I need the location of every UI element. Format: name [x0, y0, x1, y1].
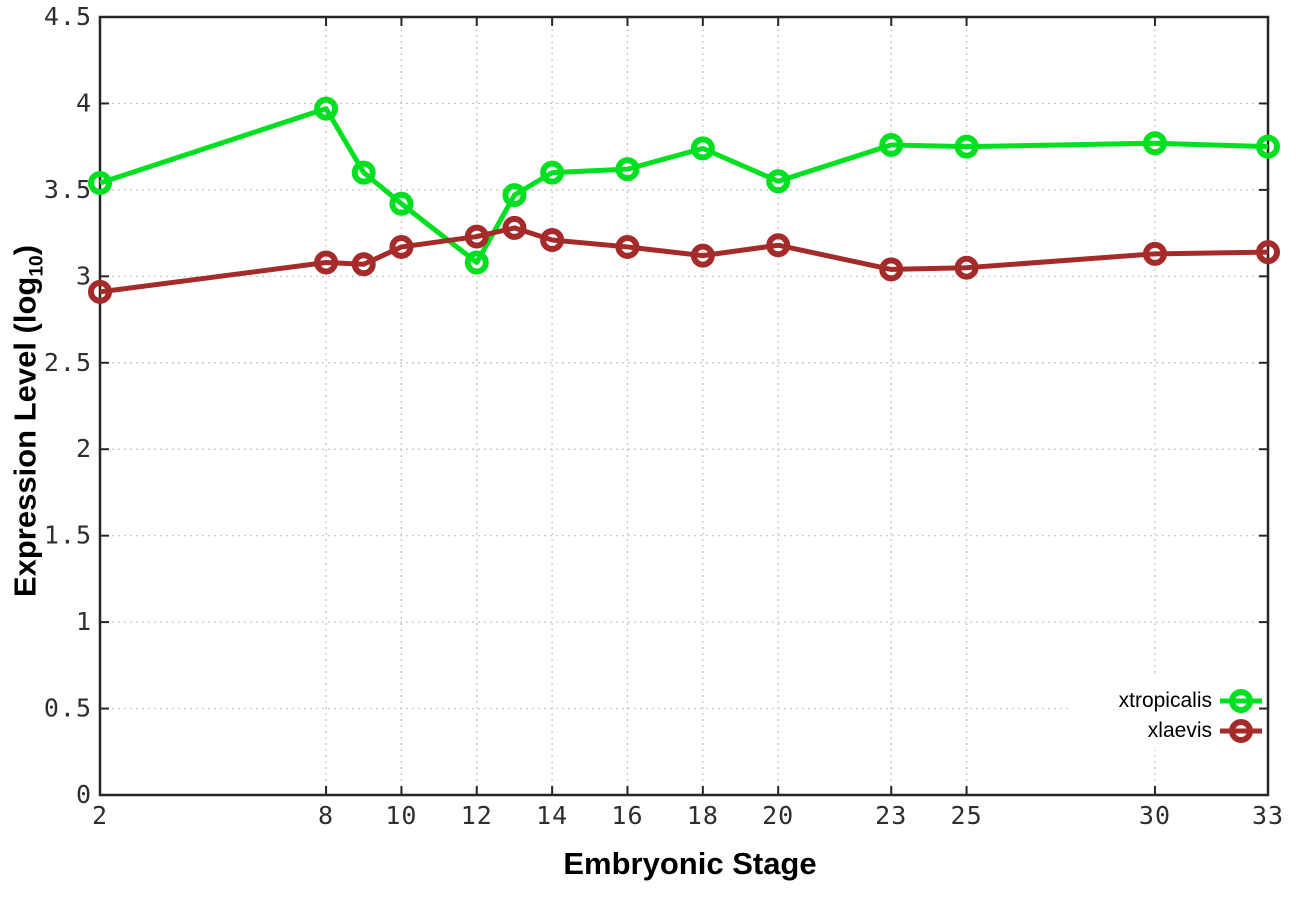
x-tick-label-25: 25	[951, 801, 983, 830]
marker-xtropicalis-stage-2	[88, 170, 112, 195]
y-tick-label-4: 4	[76, 88, 92, 117]
x-axis-title: Embryonic Stage	[563, 846, 817, 881]
marker-xtropicalis-stage-20	[766, 169, 791, 194]
series-line-xtropicalis	[99, 106, 1269, 266]
y-tick-label-0: 0	[76, 780, 92, 809]
marker-xlaevis-stage-14	[540, 228, 565, 253]
y-tick-label-0.5: 0.5	[44, 694, 92, 723]
marker-xlaevis-stage-9	[351, 252, 376, 277]
marker-xtropicalis-stage-18	[690, 136, 715, 161]
y-axis-title-end: )	[7, 244, 43, 256]
marker-xtropicalis-stage-23	[879, 132, 904, 157]
marker-xlaevis-stage-25	[954, 255, 979, 280]
y-axis-title-main: Expression Level (log	[7, 276, 43, 598]
marker-xtropicalis-stage-16	[615, 157, 640, 182]
legend-label-xtropicalis: xtropicalis	[1118, 689, 1212, 712]
y-axis-title: Expression Level (log10)	[7, 245, 48, 597]
y-tick-label-2: 2	[76, 434, 92, 463]
y-tick-label-1.5: 1.5	[44, 521, 92, 550]
x-tick-label-30: 30	[1139, 801, 1171, 830]
marker-xtropicalis-stage-13	[502, 183, 527, 208]
marker-xtropicalis-stage-10	[389, 191, 414, 216]
marker-xlaevis-stage-13	[502, 215, 527, 240]
x-tick-label-8: 8	[318, 801, 334, 830]
marker-xtropicalis-stage-12	[464, 250, 489, 275]
legend-sample-marker-xtropicalis	[1229, 689, 1253, 713]
marker-xlaevis-stage-20	[766, 233, 791, 258]
legend-sample-marker-xlaevis	[1229, 719, 1253, 743]
marker-xlaevis-stage-10	[389, 234, 414, 259]
marker-xtropicalis-stage-14	[540, 160, 565, 185]
x-tick-label-23: 23	[875, 801, 907, 830]
series-line-xlaevis	[99, 225, 1269, 295]
x-tick-label-33: 33	[1252, 801, 1284, 830]
marker-xlaevis-stage-8	[314, 250, 339, 275]
marker-xtropicalis-stage-30	[1142, 131, 1167, 156]
y-tick-label-2.5: 2.5	[44, 348, 92, 377]
marker-xtropicalis-stage-9	[351, 160, 376, 185]
marker-xtropicalis-stage-8	[314, 96, 339, 121]
y-tick-label-3.5: 3.5	[44, 175, 92, 204]
marker-xtropicalis-stage-33	[1256, 134, 1280, 159]
marker-xlaevis-stage-33	[1256, 240, 1280, 265]
x-tick-label-10: 10	[385, 801, 417, 830]
marker-xlaevis-stage-12	[464, 224, 489, 249]
x-tick-label-18: 18	[687, 801, 719, 830]
x-tick-label-14: 14	[536, 801, 568, 830]
y-tick-label-4.5: 4.5	[44, 2, 92, 31]
marker-xlaevis-stage-2	[88, 279, 112, 304]
x-tick-label-16: 16	[611, 801, 643, 830]
x-tick-label-20: 20	[762, 801, 794, 830]
marker-xlaevis-stage-23	[879, 257, 904, 282]
x-tick-label-2: 2	[92, 801, 108, 830]
x-tick-label-12: 12	[461, 801, 493, 830]
marker-xtropicalis-stage-25	[954, 134, 979, 159]
y-axis-title-subscript: 10	[26, 255, 48, 277]
plot-border	[98, 15, 1270, 797]
marker-xlaevis-stage-30	[1142, 241, 1167, 266]
y-tick-label-1: 1	[76, 607, 92, 636]
y-tick-label-3: 3	[76, 261, 92, 290]
marker-xlaevis-stage-18	[690, 243, 715, 268]
legend-label-xlaevis: xlaevis	[1147, 719, 1212, 742]
marker-xlaevis-stage-16	[615, 234, 640, 259]
